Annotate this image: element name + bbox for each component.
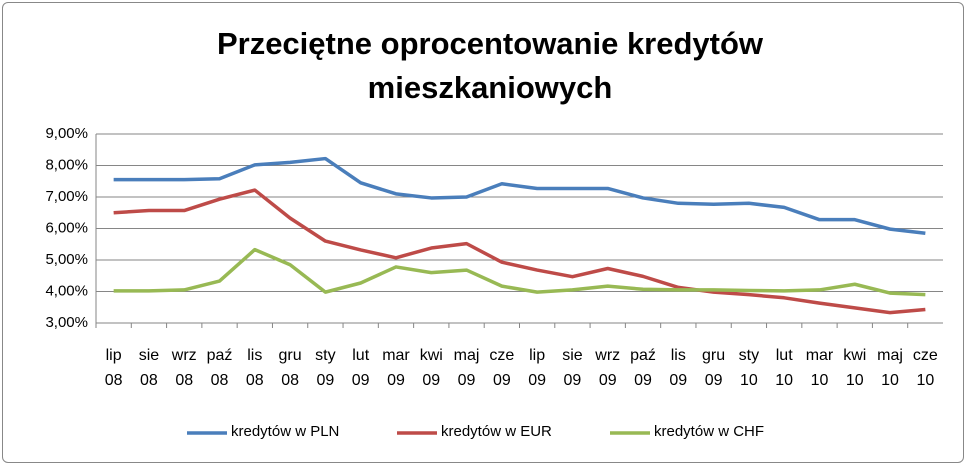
chart-title: Przeciętne oprocentowanie kredytów miesz… <box>216 26 764 105</box>
x-tick-label: lut 10 <box>775 347 794 389</box>
x-tick-label: lip 08 <box>104 347 123 389</box>
y-tick-label: 4,00% <box>45 282 88 299</box>
x-tick-label: sie 09 <box>562 347 583 389</box>
y-tick-label: 7,00% <box>45 188 88 205</box>
x-tick-label: gru 08 <box>278 347 302 389</box>
x-tick-label: lip 09 <box>528 347 547 389</box>
x-tick-label: sty 10 <box>738 347 760 389</box>
x-tick-label: cze 09 <box>489 347 515 389</box>
x-tick-label: paź 08 <box>206 347 233 389</box>
legend-label: kredytów w EUR <box>441 423 552 440</box>
legend-label: kredytów w PLN <box>231 423 340 440</box>
x-tick-label: sie 08 <box>138 347 160 389</box>
series-line <box>113 247 926 297</box>
x-tick-label: maj 09 <box>453 347 480 389</box>
series-line <box>113 188 926 315</box>
x-tick-label: paź 09 <box>630 347 656 389</box>
y-tick-label: 6,00% <box>45 219 88 236</box>
legend-label: kredytów w CHF <box>654 423 765 440</box>
x-tick-label: kwi 09 <box>419 347 443 389</box>
x-tick-label: lis 08 <box>245 347 264 389</box>
y-tick-label: 3,00% <box>45 314 88 331</box>
x-tick-label: gru 09 <box>702 347 726 389</box>
y-tick-label: 9,00% <box>45 125 88 142</box>
x-tick-label: kwi 10 <box>843 347 867 389</box>
y-tick-label: 8,00% <box>45 156 88 173</box>
x-tick-label: mar 09 <box>382 347 410 389</box>
x-tick-label: mar 10 <box>805 347 834 389</box>
x-tick-label: lis 09 <box>669 347 688 389</box>
x-tick-label: sty 09 <box>315 347 336 389</box>
series-line <box>113 156 926 235</box>
x-tick-label: wrz 09 <box>595 347 621 389</box>
y-tick-label: 5,00% <box>45 251 88 268</box>
x-tick-label: maj 10 <box>877 347 903 389</box>
x-tick-label: wrz 08 <box>171 347 197 389</box>
x-tick-label: lut 09 <box>351 347 370 389</box>
x-tick-label: cze 10 <box>912 347 938 389</box>
